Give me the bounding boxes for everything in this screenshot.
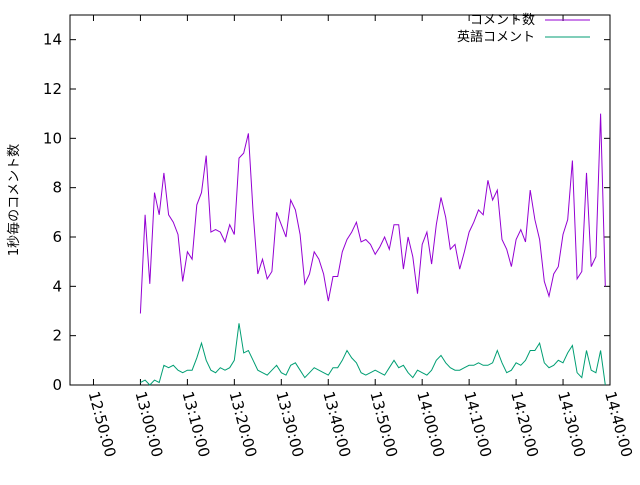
x-tick-label: 13:30:00 bbox=[272, 389, 307, 459]
x-tick-label: 13:00:00 bbox=[132, 389, 167, 459]
y-tick-label: 4 bbox=[52, 277, 62, 295]
y-tick-label: 6 bbox=[52, 228, 62, 246]
x-tick-label: 14:00:00 bbox=[413, 389, 448, 459]
x-tick-label: 14:20:00 bbox=[507, 389, 542, 459]
x-tick-label: 13:10:00 bbox=[179, 389, 214, 459]
series-line-2 bbox=[140, 323, 606, 386]
x-tick-label: 13:40:00 bbox=[319, 389, 354, 459]
y-tick-label: 12 bbox=[43, 80, 62, 98]
x-tick-label: 13:20:00 bbox=[225, 389, 260, 459]
y-axis-label: 1秒毎のコメント数 bbox=[6, 144, 22, 256]
legend-label-2: 英語コメント bbox=[457, 29, 535, 45]
y-tick-label: 14 bbox=[43, 31, 62, 49]
plot-frame bbox=[69, 14, 611, 386]
y-tick-label: 8 bbox=[52, 179, 62, 197]
legend-label-1: コメント数 bbox=[470, 13, 535, 28]
y-tick-label: 2 bbox=[52, 327, 62, 345]
series-line-1 bbox=[139, 113, 606, 314]
axes: 0 2 4 6 8 10 12 14 12:50:00 13:00:00 13:10:00 13:20… bbox=[43, 14, 636, 459]
x-tick-label: 14:30:00 bbox=[554, 389, 589, 459]
series-lines bbox=[139, 113, 606, 386]
x-tick-label: 14:10:00 bbox=[460, 389, 495, 459]
y-tick-label: 10 bbox=[43, 129, 62, 147]
x-tick-label: 14:40:00 bbox=[601, 389, 636, 459]
y-tick-label: 0 bbox=[52, 376, 62, 394]
x-tick-label: 13:50:00 bbox=[366, 389, 401, 459]
x-tick-label: 12:50:00 bbox=[85, 389, 120, 459]
